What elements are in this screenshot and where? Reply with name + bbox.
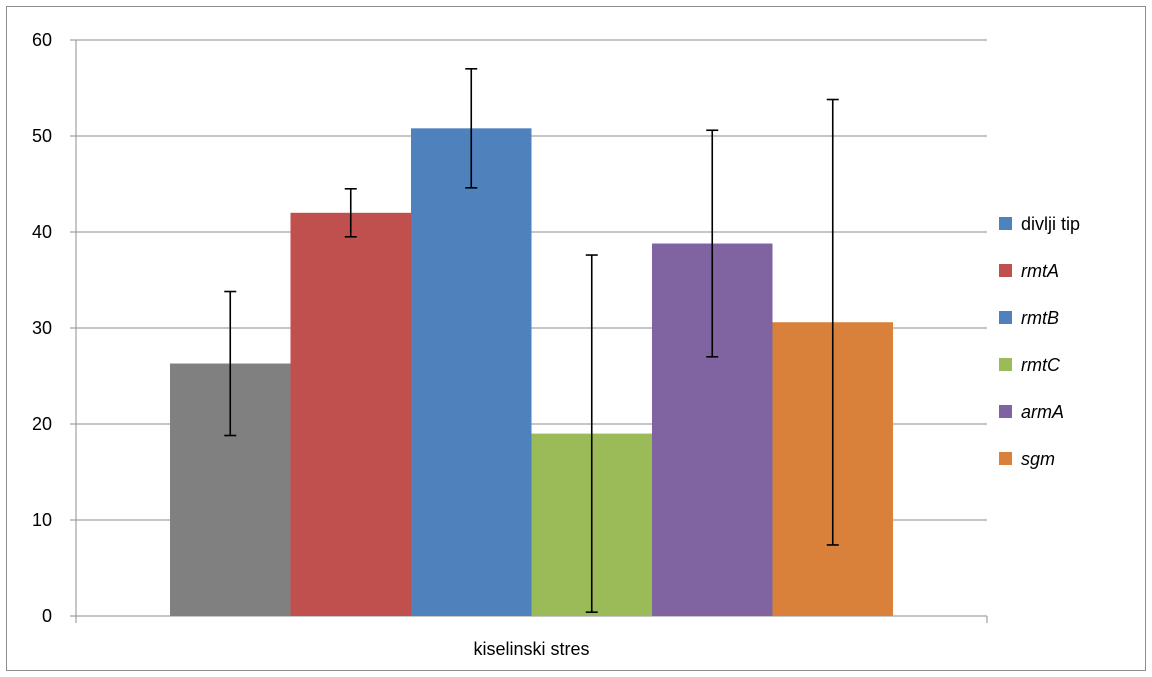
legend-label: rmtA	[1021, 261, 1059, 281]
y-tick-label: 40	[32, 222, 52, 242]
bars	[170, 128, 893, 617]
legend-swatch	[999, 217, 1012, 230]
legend-swatch	[999, 264, 1012, 277]
y-tick-label: 0	[42, 606, 52, 626]
x-category-label: kiselinski stres	[473, 639, 589, 659]
legend-label: rmtC	[1021, 355, 1061, 375]
y-tick-label: 50	[32, 126, 52, 146]
legend-swatch	[999, 311, 1012, 324]
y-tick-label: 30	[32, 318, 52, 338]
legend-label: armA	[1021, 402, 1064, 422]
bar-rmtA	[290, 212, 411, 617]
legend-swatch	[999, 405, 1012, 418]
axis-labels: 0 10 20 30 40 50 60 kiselinski stres	[32, 30, 590, 659]
legend-label: divlji tip	[1021, 214, 1080, 234]
error-bars	[224, 68, 839, 613]
bar-rmtB	[411, 128, 532, 616]
legend-swatch	[999, 358, 1012, 371]
y-tick-label: 10	[32, 510, 52, 530]
legend: divlji tip rmtA rmtB rmtC armA sgm	[999, 214, 1080, 469]
y-tick-label: 20	[32, 414, 52, 434]
legend-label: rmtB	[1021, 308, 1059, 328]
y-tick-label: 60	[32, 30, 52, 50]
legend-swatch	[999, 452, 1012, 465]
legend-label: sgm	[1021, 449, 1055, 469]
